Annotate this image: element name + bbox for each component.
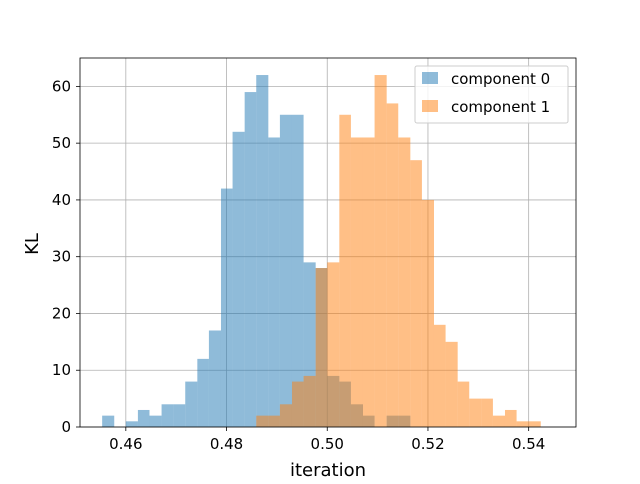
histogram-bar-component-1 xyxy=(291,381,304,427)
x-tick-label: 0.48 xyxy=(210,435,243,453)
legend-swatch-component-0 xyxy=(422,72,438,84)
legend-swatch-component-1 xyxy=(422,100,438,112)
legend-label-component-0: component 0 xyxy=(451,70,550,88)
histogram-bar-component-1 xyxy=(374,75,387,428)
plot-frame xyxy=(79,57,577,428)
histogram-bar-component-0 xyxy=(268,137,280,427)
x-tick-label: 0.46 xyxy=(109,435,142,453)
histogram-bar-component-1 xyxy=(492,415,505,427)
histogram-bar-component-0 xyxy=(125,421,138,427)
axes-layer: 0.46 0.48 0.50 0.52 0.54 0 10 20 30 40 50 60 xyxy=(52,57,577,453)
histogram-bar-component-0 xyxy=(256,75,269,428)
histogram-bar-component-1 xyxy=(256,415,269,427)
x-tick-label: 0.54 xyxy=(512,435,545,453)
histogram-bar-component-0 xyxy=(149,415,162,427)
y-tick-label: 10 xyxy=(52,361,71,379)
histogram-bar-component-0 xyxy=(220,188,233,427)
histogram-bar-component-1 xyxy=(303,375,316,427)
x-tick-label: 0.50 xyxy=(311,435,344,453)
histogram-bar-component-1 xyxy=(386,103,399,428)
histogram-bar-component-1 xyxy=(421,199,434,427)
histogram-bar-component-1 xyxy=(339,114,351,428)
legend: component 0 component 1 xyxy=(414,65,569,124)
histogram-bar-component-1 xyxy=(469,398,482,427)
histogram-bar-component-1 xyxy=(362,137,375,427)
histogram-bar-component-0 xyxy=(291,114,304,428)
legend-label-component-1: component 1 xyxy=(451,98,550,116)
y-tick-label: 20 xyxy=(52,304,71,322)
histogram-bar-component-1 xyxy=(315,268,328,427)
histogram-bar-component-1 xyxy=(481,398,493,427)
y-tick-label: 40 xyxy=(52,191,71,209)
y-tick-label: 0 xyxy=(61,418,71,436)
histogram-bar-component-0 xyxy=(137,409,150,427)
histogram-bar-component-0 xyxy=(197,358,209,427)
histogram-bar-component-0 xyxy=(244,92,257,428)
histogram-bar-component-0 xyxy=(279,114,292,428)
histogram-bar-component-1 xyxy=(279,404,292,427)
y-tick-label: 60 xyxy=(52,77,71,95)
legend-frame xyxy=(414,65,569,124)
histogram-bar-component-1 xyxy=(433,324,446,427)
bars-layer xyxy=(102,75,541,428)
histogram-bar-component-1 xyxy=(457,381,470,427)
histogram-bar-component-1 xyxy=(504,409,517,427)
x-axis-label: iteration xyxy=(290,460,366,480)
histogram-bar-component-0 xyxy=(161,404,174,427)
histogram-bar-component-0 xyxy=(232,131,245,428)
histogram-bar-component-1 xyxy=(516,421,529,427)
histogram-bar-component-0 xyxy=(185,381,198,427)
histogram-bar-component-0 xyxy=(102,415,115,427)
y-tick-label: 30 xyxy=(52,248,71,266)
y-axis-label: KL xyxy=(22,233,43,255)
histogram-bar-component-1 xyxy=(268,415,280,427)
histogram-bar-component-0 xyxy=(173,404,186,427)
histogram-bar-component-1 xyxy=(445,341,458,427)
histogram-bar-component-1 xyxy=(350,137,363,427)
histogram-bar-component-0 xyxy=(208,330,221,427)
x-tick-label: 0.52 xyxy=(411,435,444,453)
y-tick-label: 50 xyxy=(52,134,71,152)
histogram-bar-component-1 xyxy=(327,262,340,427)
histogram-bar-component-1 xyxy=(528,421,541,427)
histogram-bar-component-1 xyxy=(410,160,422,427)
histogram-bar-component-1 xyxy=(398,137,411,427)
